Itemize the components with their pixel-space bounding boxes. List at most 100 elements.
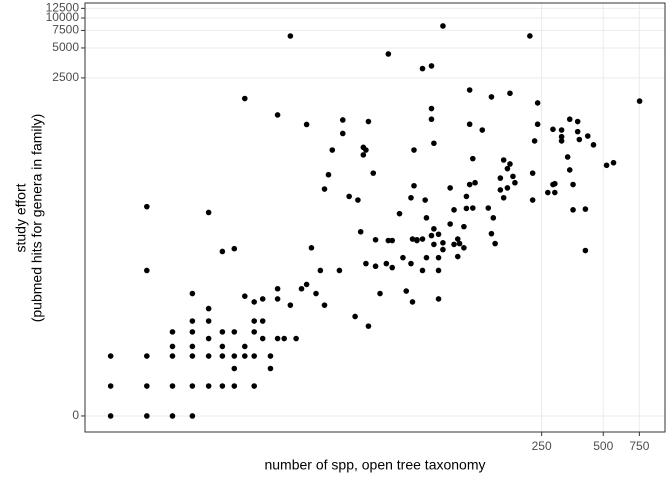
point — [329, 147, 336, 153]
point — [303, 121, 310, 128]
point — [241, 293, 248, 299]
point — [558, 127, 565, 133]
point — [552, 180, 558, 187]
y-tick-label: 2500 — [52, 70, 79, 84]
point — [558, 138, 565, 144]
point — [377, 290, 383, 297]
point — [461, 245, 467, 251]
point — [313, 290, 319, 297]
point — [510, 173, 516, 180]
point — [488, 94, 495, 100]
point — [317, 267, 324, 274]
point — [574, 118, 581, 125]
point — [447, 185, 453, 191]
point — [531, 138, 538, 144]
point — [558, 133, 565, 140]
point — [411, 182, 417, 189]
point — [355, 197, 361, 203]
point — [372, 236, 379, 243]
point — [231, 353, 238, 359]
point — [274, 296, 281, 302]
point — [385, 51, 392, 57]
point — [274, 285, 281, 292]
point — [552, 189, 558, 196]
point — [431, 241, 437, 248]
point — [219, 353, 226, 359]
point — [451, 207, 457, 213]
point — [267, 353, 274, 359]
point — [144, 413, 150, 419]
point — [428, 232, 435, 239]
point — [346, 193, 352, 200]
point — [241, 95, 248, 102]
point — [403, 288, 410, 294]
point — [488, 230, 495, 237]
point — [497, 175, 504, 181]
point — [251, 353, 257, 359]
point — [259, 335, 266, 342]
point — [231, 383, 238, 389]
point — [281, 335, 288, 342]
panel-border — [84, 2, 666, 433]
point — [529, 197, 536, 203]
x-axis-title: number of spp, open tree taxonomy — [264, 457, 485, 473]
point — [365, 118, 372, 125]
point — [287, 33, 294, 39]
point — [205, 305, 212, 312]
point — [144, 383, 150, 389]
point — [454, 253, 461, 260]
point — [500, 157, 507, 163]
point — [419, 236, 426, 242]
point — [219, 329, 226, 335]
y-axis-title: study effort — [13, 183, 29, 252]
point — [570, 207, 576, 213]
point — [205, 318, 212, 324]
point — [419, 267, 426, 274]
point — [431, 140, 437, 147]
point — [423, 254, 430, 261]
point — [383, 260, 390, 267]
point — [339, 130, 346, 137]
point — [169, 353, 176, 359]
point — [408, 260, 414, 267]
point — [456, 240, 463, 247]
point — [610, 159, 617, 166]
grid — [85, 3, 665, 432]
point — [566, 116, 573, 123]
point — [189, 318, 196, 324]
point — [504, 165, 511, 172]
point — [205, 335, 212, 342]
point — [241, 343, 248, 350]
point — [389, 237, 396, 244]
point — [325, 171, 332, 178]
point — [435, 231, 442, 238]
point — [336, 267, 343, 274]
point — [492, 240, 498, 247]
point — [189, 329, 196, 335]
point — [107, 353, 114, 359]
point — [582, 206, 589, 212]
point — [570, 181, 576, 188]
point — [636, 98, 643, 104]
point — [497, 187, 504, 193]
point — [287, 302, 294, 308]
point — [352, 313, 358, 320]
point — [251, 329, 257, 335]
point — [259, 318, 266, 324]
point — [582, 247, 589, 254]
point — [409, 299, 416, 305]
point — [534, 121, 541, 128]
points — [107, 23, 643, 419]
x-tick-label: 750 — [629, 439, 649, 453]
y-tick-label: 7500 — [52, 23, 79, 37]
point — [500, 194, 507, 201]
point — [274, 112, 281, 118]
point — [527, 33, 533, 39]
point — [466, 181, 473, 188]
point — [490, 215, 497, 221]
point — [144, 203, 150, 210]
point — [428, 116, 435, 123]
point — [603, 162, 610, 169]
point — [454, 236, 461, 242]
